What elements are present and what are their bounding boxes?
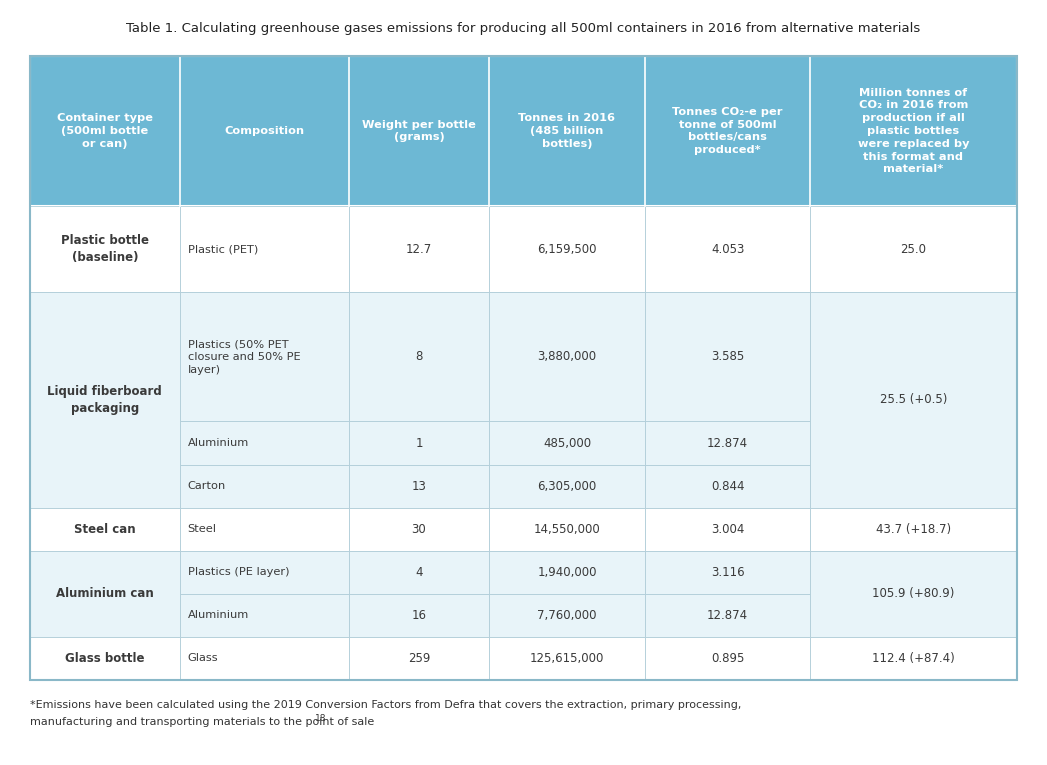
Text: 259: 259: [407, 652, 430, 665]
Text: 8: 8: [416, 350, 423, 363]
Bar: [350, 551, 489, 594]
Text: 485,000: 485,000: [543, 437, 591, 450]
Text: Aluminium: Aluminium: [187, 610, 249, 620]
Text: 16: 16: [411, 609, 426, 622]
Text: Plastic (PET): Plastic (PET): [187, 244, 258, 254]
Text: Glass bottle: Glass bottle: [65, 652, 144, 665]
Bar: [645, 594, 810, 637]
Bar: [179, 292, 350, 422]
Text: 105.9 (+80.9): 105.9 (+80.9): [872, 588, 955, 601]
Text: 3,880,000: 3,880,000: [537, 350, 597, 363]
Bar: [489, 422, 645, 464]
Text: 6,305,000: 6,305,000: [537, 480, 597, 493]
Text: Tonnes CO₂-e per
tonne of 500ml
bottles/cans
produced*: Tonnes CO₂-e per tonne of 500ml bottles/…: [672, 107, 783, 155]
Text: 25.5 (+0.5): 25.5 (+0.5): [879, 393, 948, 406]
Bar: [30, 551, 179, 637]
Text: 6,159,500: 6,159,500: [537, 243, 597, 256]
Bar: [645, 508, 810, 551]
Text: 13: 13: [411, 480, 426, 493]
Bar: [179, 206, 350, 292]
Text: 4.053: 4.053: [711, 243, 744, 256]
Bar: [489, 464, 645, 508]
Bar: [645, 551, 810, 594]
Bar: [489, 594, 645, 637]
Bar: [350, 637, 489, 680]
Bar: [810, 508, 1017, 551]
Bar: [810, 292, 1017, 508]
Text: Million tonnes of
CO₂ in 2016 from
production if all
plastic bottles
were replac: Million tonnes of CO₂ in 2016 from produ…: [857, 88, 970, 174]
Text: 112.4 (+87.4): 112.4 (+87.4): [872, 652, 955, 665]
Text: manufacturing and transporting materials to the point of sale: manufacturing and transporting materials…: [30, 717, 374, 727]
Bar: [179, 464, 350, 508]
Text: Glass: Glass: [187, 653, 218, 663]
Text: 12.874: 12.874: [707, 437, 749, 450]
Bar: [30, 56, 1017, 206]
Text: 1: 1: [416, 437, 423, 450]
Text: 3.585: 3.585: [711, 350, 744, 363]
Bar: [30, 637, 179, 680]
Bar: [810, 551, 1017, 637]
Text: 3.116: 3.116: [711, 566, 744, 579]
Text: Plastics (PE layer): Plastics (PE layer): [187, 568, 289, 578]
Text: 43.7 (+18.7): 43.7 (+18.7): [876, 522, 951, 535]
Bar: [489, 637, 645, 680]
Bar: [350, 508, 489, 551]
Text: Weight per bottle
(grams): Weight per bottle (grams): [362, 119, 476, 142]
Text: Liquid fiberboard
packaging: Liquid fiberboard packaging: [47, 385, 162, 415]
Bar: [645, 637, 810, 680]
Text: 125,615,000: 125,615,000: [530, 652, 604, 665]
Text: Aluminium: Aluminium: [187, 438, 249, 448]
Text: Aluminium can: Aluminium can: [55, 588, 154, 601]
Text: 4: 4: [416, 566, 423, 579]
Bar: [489, 551, 645, 594]
Bar: [30, 508, 179, 551]
Text: 30: 30: [411, 522, 426, 535]
Bar: [350, 594, 489, 637]
Bar: [645, 464, 810, 508]
Bar: [810, 637, 1017, 680]
Text: 14,550,000: 14,550,000: [534, 522, 600, 535]
Text: Composition: Composition: [224, 126, 305, 136]
Text: Plastic bottle
(baseline): Plastic bottle (baseline): [61, 234, 149, 264]
Bar: [350, 422, 489, 464]
Bar: [350, 206, 489, 292]
Bar: [645, 292, 810, 422]
Text: 3.004: 3.004: [711, 522, 744, 535]
Text: 18: 18: [315, 714, 327, 723]
Bar: [179, 637, 350, 680]
Text: Steel can: Steel can: [74, 522, 135, 535]
Text: 12.7: 12.7: [406, 243, 432, 256]
Bar: [810, 206, 1017, 292]
Bar: [30, 56, 1017, 680]
Text: Table 1. Calculating greenhouse gases emissions for producing all 500ml containe: Table 1. Calculating greenhouse gases em…: [126, 21, 920, 34]
Bar: [350, 464, 489, 508]
Text: 0.844: 0.844: [711, 480, 744, 493]
Text: *Emissions have been calculated using the 2019 Conversion Factors from Defra tha: *Emissions have been calculated using th…: [30, 700, 741, 710]
Text: 1,940,000: 1,940,000: [537, 566, 597, 579]
Bar: [645, 206, 810, 292]
Text: 25.0: 25.0: [900, 243, 927, 256]
Bar: [30, 206, 179, 292]
Bar: [489, 292, 645, 422]
Bar: [30, 292, 179, 508]
Text: Container type
(500ml bottle
or can): Container type (500ml bottle or can): [57, 113, 153, 149]
Text: Carton: Carton: [187, 481, 226, 491]
Bar: [489, 508, 645, 551]
Bar: [179, 594, 350, 637]
Text: 7,760,000: 7,760,000: [537, 609, 597, 622]
Bar: [350, 292, 489, 422]
Bar: [179, 422, 350, 464]
Text: Plastics (50% PET
closure and 50% PE
layer): Plastics (50% PET closure and 50% PE lay…: [187, 339, 300, 375]
Text: 0.895: 0.895: [711, 652, 744, 665]
Bar: [645, 422, 810, 464]
Text: 12.874: 12.874: [707, 609, 749, 622]
Bar: [179, 508, 350, 551]
Bar: [489, 206, 645, 292]
Text: Tonnes in 2016
(485 billion
bottles): Tonnes in 2016 (485 billion bottles): [518, 113, 616, 149]
Bar: [179, 551, 350, 594]
Text: Steel: Steel: [187, 524, 217, 534]
